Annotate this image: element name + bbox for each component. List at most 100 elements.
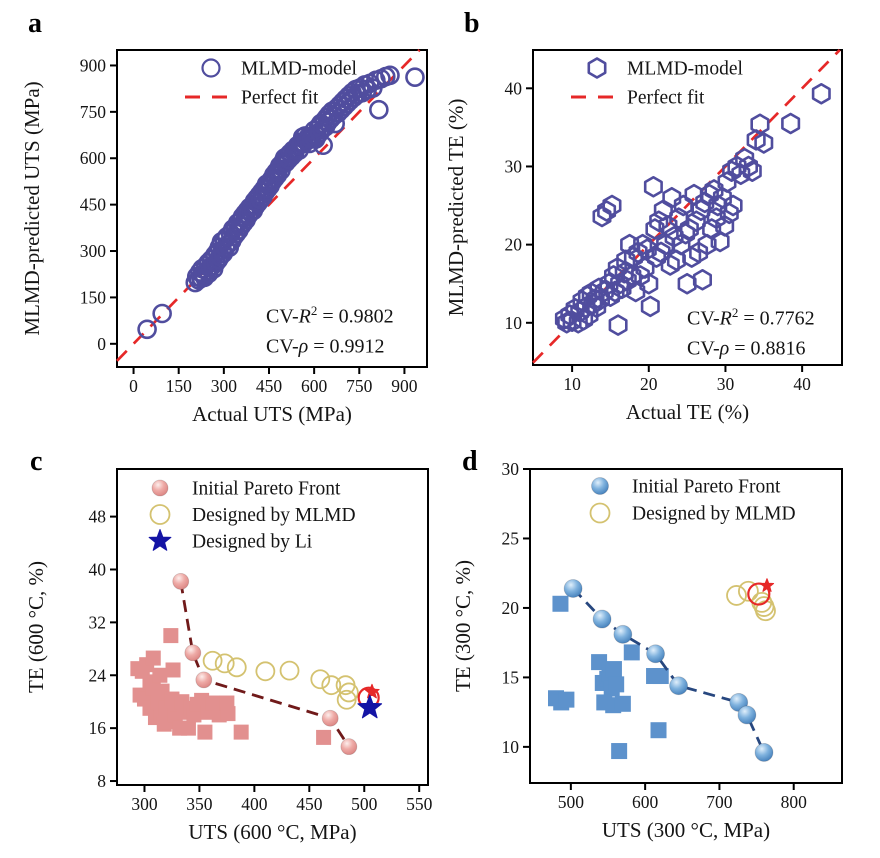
star-marker [148, 529, 172, 551]
y-tick-label: 600 [80, 148, 107, 168]
x-tick-label: 150 [166, 376, 193, 396]
sphere-marker [151, 479, 169, 497]
y-tick-label: 150 [80, 287, 107, 307]
hexagon-open-marker [597, 200, 617, 222]
sphere-marker [592, 609, 612, 629]
circle-open-marker [336, 689, 357, 710]
legend-label: Initial Pareto Front [192, 479, 341, 500]
x-tick-label: 550 [406, 794, 433, 814]
y-axis-label: MLMD-predicted TE (%) [444, 99, 468, 317]
hexagon-open-marker [697, 233, 717, 256]
hexagon-open-marker [723, 194, 743, 217]
circle-open-marker [747, 582, 771, 606]
series-designed-optimum-circle [747, 582, 771, 606]
legend: MLMD-model Perfect fit [185, 58, 357, 109]
y-tick-label: 750 [80, 102, 107, 122]
y-tick-label: 10 [505, 313, 523, 333]
y-axis-label: TE (600 °C, %) [24, 561, 48, 693]
y-tick-label: 15 [502, 667, 520, 687]
hexagon-open-marker [658, 215, 678, 237]
legend-label: Designed by Li [192, 532, 313, 553]
plot-frame [529, 468, 843, 784]
series-initial-pareto-front [563, 579, 774, 762]
series-designed-optimum-star [759, 578, 775, 592]
square-marker [205, 695, 221, 711]
y-tick-label: 16 [89, 718, 107, 738]
axes: 0 150 300 450 600 750 900 0 150 300 450 600 750 900 [80, 55, 418, 396]
legend: Initial Pareto Front Designed by MLMD [589, 477, 796, 525]
hexagon-open-marker [742, 160, 762, 182]
hexagon-open-marker [750, 113, 770, 136]
x-tick-label: 300 [131, 794, 158, 814]
series-designed-optimum-star [364, 683, 380, 699]
x-tick-label: 450 [256, 376, 283, 396]
y-tick-label: 0 [97, 334, 106, 354]
y-axis-label: TE (300 °C, %) [451, 560, 475, 692]
circle-open-marker [255, 661, 276, 682]
y-tick-label: 20 [505, 235, 523, 255]
y-tick-label: 8 [97, 771, 106, 791]
cv-rho-value-b: CV-ρ = 0.8816 [687, 337, 806, 360]
x-tick-label: 300 [211, 376, 238, 396]
circle-open-marker [589, 502, 611, 524]
series-initial-pareto-front [172, 572, 358, 756]
x-tick-label: 20 [640, 374, 658, 394]
circle-open-marker [152, 303, 172, 324]
sphere-marker [172, 572, 190, 590]
series-designed-by-mlmd [202, 650, 359, 710]
square-marker [614, 695, 631, 712]
stats-annotation-b: CV-R2 = 0.7762 CV-ρ = 0.8816 [687, 298, 815, 360]
sphere-marker [613, 624, 633, 644]
square-marker [558, 691, 575, 708]
x-axis-label: Actual TE (%) [626, 400, 749, 424]
y-axis-label: MLMD-predicted UTS (MPa) [20, 81, 44, 335]
x-tick-label: 700 [706, 792, 733, 812]
sphere-marker [669, 676, 688, 696]
circle-open-marker [737, 580, 759, 602]
hexagon-open-marker [660, 254, 680, 276]
star-marker [364, 683, 380, 699]
y-tick-label: 900 [80, 55, 107, 75]
hexagon-open-marker [689, 241, 709, 264]
series-designed-by-li [357, 694, 383, 719]
x-tick-label: 500 [558, 792, 585, 812]
x-tick-label: 800 [781, 792, 808, 812]
circle-open-marker [726, 585, 747, 606]
axes: 300 350 400 450 500 550 8 16 24 32 40 48 [89, 507, 433, 814]
hexagon-open-marker [719, 202, 739, 225]
star-marker [357, 694, 383, 719]
series-experimental-samples [548, 595, 669, 760]
x-tick-label: 350 [186, 794, 213, 814]
cv-rho-value-a: CV-ρ = 0.9912 [266, 335, 385, 358]
hexagon-open-marker [727, 155, 747, 178]
hexagon-open-marker [643, 176, 663, 198]
star-marker [759, 578, 775, 592]
circle-open-marker [380, 65, 400, 86]
stats-annotation-a: CV-R2 = 0.9802 CV-ρ = 0.9912 [266, 296, 394, 358]
sphere-marker [184, 644, 202, 662]
square-marker [605, 661, 622, 678]
legend-label: Perfect fit [241, 88, 319, 109]
y-tick-label: 25 [502, 528, 520, 548]
x-tick-label: 750 [346, 376, 373, 396]
square-marker [220, 706, 236, 722]
x-tick-label: 40 [793, 374, 811, 394]
panel-label-a: a [28, 8, 42, 39]
circle-open-marker [338, 682, 359, 703]
cv-r2-value-a: CV-R2 = 0.9802 [266, 303, 394, 328]
hexagon-open-marker [738, 155, 759, 178]
x-tick-label: 450 [296, 794, 323, 814]
square-marker [152, 667, 168, 683]
square-marker [611, 743, 628, 760]
y-tick-label: 20 [502, 598, 520, 618]
circle-open-marker [137, 319, 157, 340]
y-tick-label: 300 [80, 241, 107, 261]
square-marker [163, 628, 179, 644]
legend-label: Designed by MLMD [632, 504, 796, 525]
sphere-marker [646, 644, 665, 664]
hexagon-open-marker [639, 272, 659, 295]
x-tick-label: 10 [563, 374, 581, 394]
sphere-marker [737, 705, 757, 725]
circle-open-marker [369, 99, 389, 120]
